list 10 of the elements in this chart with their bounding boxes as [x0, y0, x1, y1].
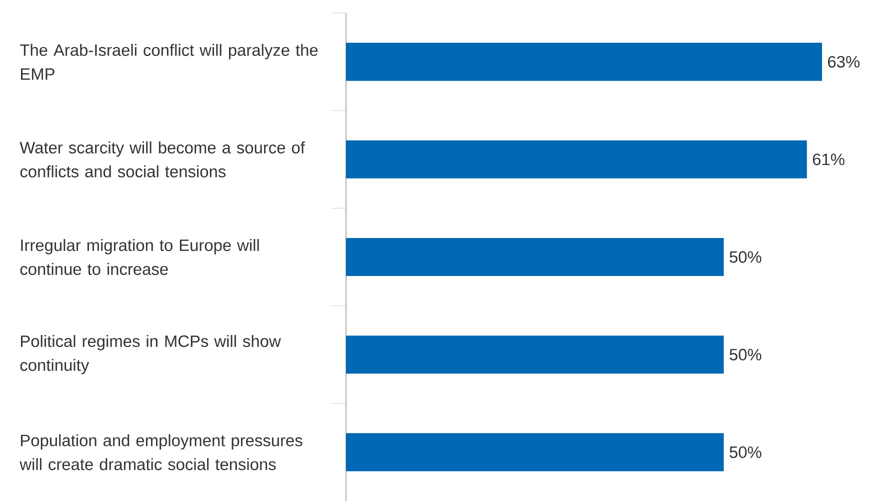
data-label: 50%	[730, 348, 762, 360]
y-tick-label: Water scarcity will become a source of conflicts and social tensions	[20, 141, 305, 178]
data-label: 50%	[730, 446, 762, 458]
data-label: 63%	[828, 56, 860, 68]
y-tick-label: The Arab-Israeli conflict will paralyze the EMP	[20, 44, 318, 80]
y-tick-label: Irregular migration to Europe will continue to increase	[20, 239, 259, 275]
data-label: 50%	[730, 251, 762, 263]
y-tick-label: Population and employment pressures will create dramatic social tensions	[20, 434, 302, 470]
data-label: 61%	[812, 154, 844, 166]
y-tick-label: Political regimes in MCPs will show continuity	[20, 334, 281, 374]
